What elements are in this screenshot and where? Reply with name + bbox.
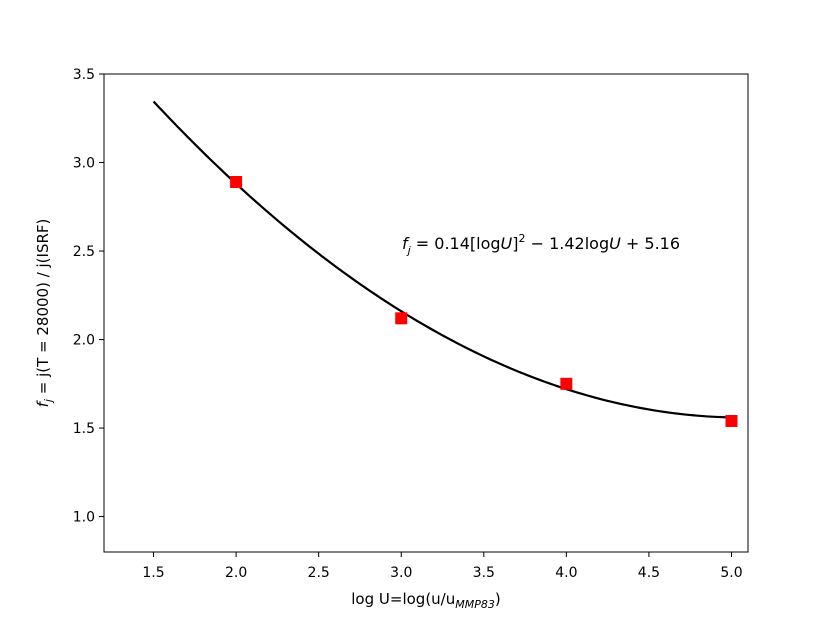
y-tick-label: 2.0 — [73, 333, 95, 349]
fit-equation: fj = 0.14[logU]2 − 1.42logU + 5.16 — [402, 232, 680, 257]
y-tick-label: 1.5 — [73, 421, 95, 437]
y-tick-label: 2.5 — [73, 244, 95, 260]
y-axis-ticks: 1.0 1.5 2.0 2.5 3.0 3.5 — [73, 67, 104, 526]
x-tick-label: 5.0 — [720, 565, 742, 581]
x-axis-label: log U=log(u/uMMP83) — [351, 590, 500, 611]
data-point — [560, 377, 573, 390]
x-tick-label: 3.0 — [390, 565, 412, 581]
data-point — [230, 175, 243, 188]
y-tick-label: 1.0 — [73, 510, 95, 526]
plot-frame — [103, 73, 749, 553]
data-point — [395, 312, 408, 325]
fit-curve — [152, 100, 732, 419]
data-point — [725, 414, 738, 427]
x-axis-ticks: 1.5 2.0 2.5 3.0 3.5 4.0 4.5 5.0 — [142, 552, 743, 581]
x-tick-label: 4.0 — [555, 565, 577, 581]
x-tick-label: 2.0 — [225, 565, 247, 581]
x-tick-label: 2.5 — [308, 565, 330, 581]
y-axis-label: fj = j(T = 28000) / j(ISRF) — [34, 219, 55, 408]
x-tick-label: 1.5 — [142, 565, 164, 581]
y-tick-label: 3.5 — [73, 67, 95, 83]
y-tick-label: 3.0 — [73, 156, 95, 172]
x-tick-label: 4.5 — [638, 565, 660, 581]
data-points — [230, 175, 738, 427]
x-tick-label: 3.5 — [473, 565, 495, 581]
